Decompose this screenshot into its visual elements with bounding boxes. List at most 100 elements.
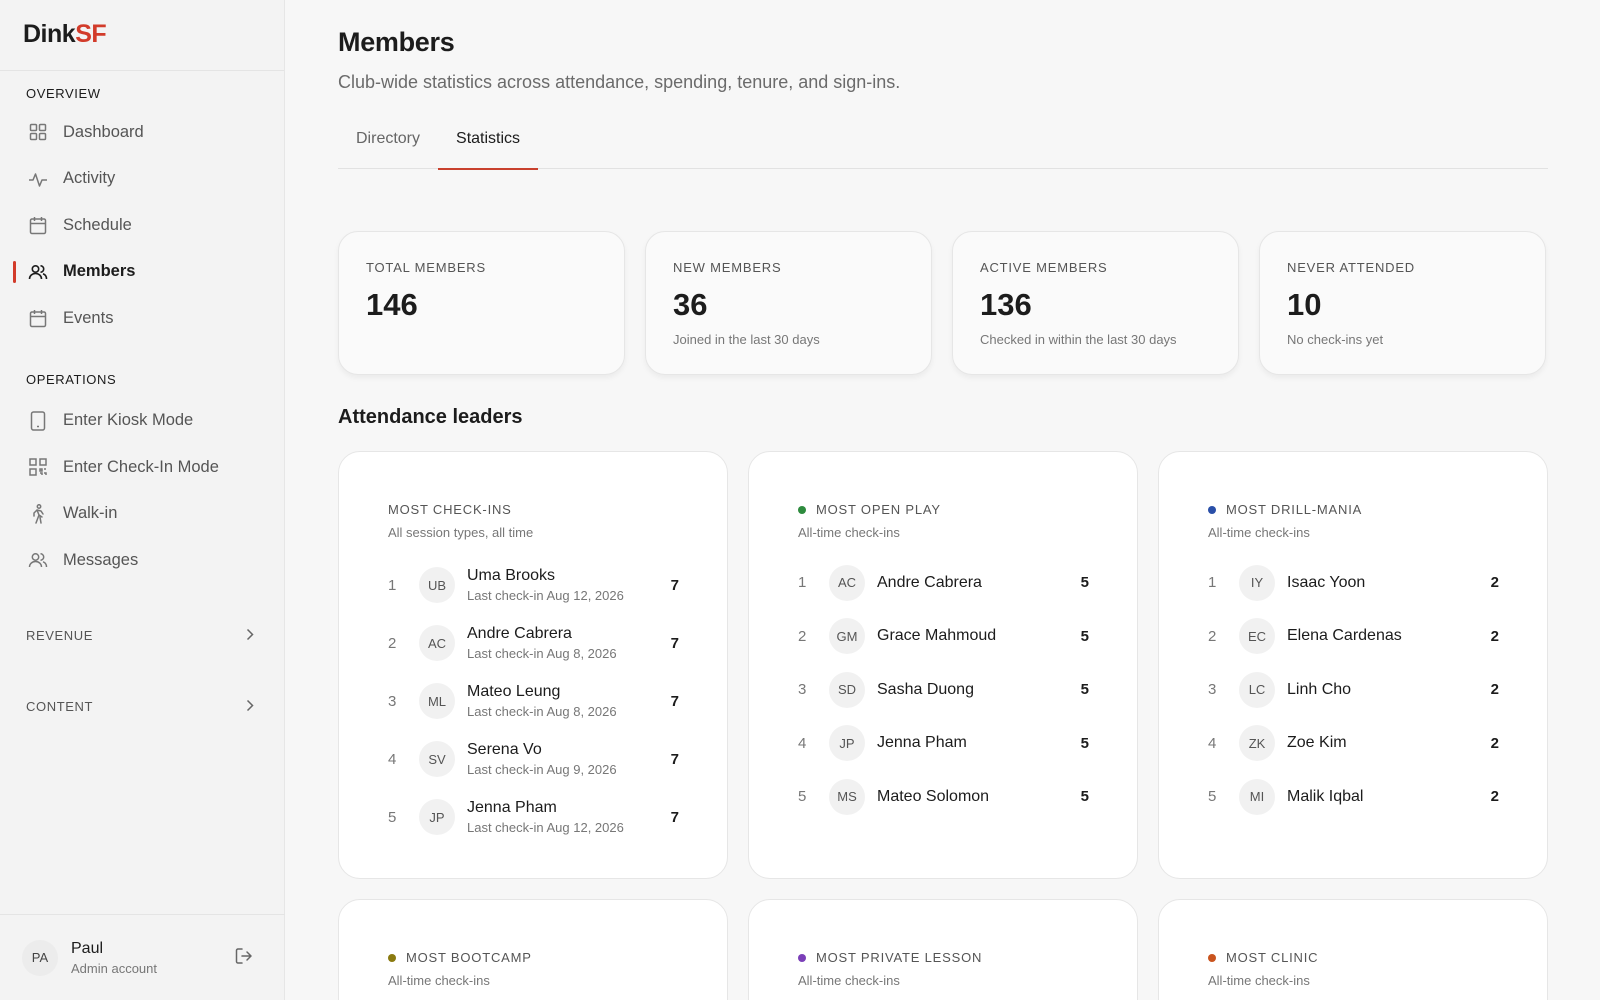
member-name: Andre Cabrera bbox=[467, 625, 572, 642]
tab-statistics[interactable]: Statistics bbox=[438, 116, 539, 170]
stat-description: Checked in within the last 30 days bbox=[980, 332, 1177, 347]
last-check-in: Last check-in Aug 12, 2026 bbox=[467, 588, 624, 603]
stat-label: NEVER ATTENDED bbox=[1287, 260, 1415, 275]
list-item[interactable]: 3 SD Sasha Duong 5 bbox=[798, 663, 1089, 717]
stat-description: No check-ins yet bbox=[1287, 332, 1384, 347]
rank-number: 5 bbox=[1208, 788, 1217, 806]
sidebar-item-events[interactable]: Events bbox=[0, 295, 284, 342]
leaderboard-card: MOST CHECK-INS All session types, all tim… bbox=[338, 451, 728, 879]
list-item[interactable]: 5 MS Mateo Solomon 5 bbox=[798, 770, 1089, 824]
last-check-in: Last check-in Aug 9, 2026 bbox=[467, 762, 617, 777]
list-item[interactable]: 2 AC Andre Cabrera Last check-in Aug 8, 202… bbox=[388, 614, 679, 672]
stat-label: TOTAL MEMBERS bbox=[366, 260, 486, 275]
sidebar-item-check-in-mode[interactable]: Enter Check-In Mode bbox=[0, 444, 284, 491]
list-item[interactable]: 4 ZK Zoe Kim 2 bbox=[1208, 717, 1499, 771]
member-name: Uma Brooks bbox=[467, 567, 556, 584]
sidebar: DinkSF OVERVIEW Dashboard Activity Sched… bbox=[0, 0, 285, 1000]
list-item[interactable]: 3 LC Linh Cho 2 bbox=[1208, 663, 1499, 717]
walking-icon bbox=[28, 503, 48, 524]
sidebar-item-activity[interactable]: Activity bbox=[0, 156, 284, 203]
sidebar-item-dashboard[interactable]: Dashboard bbox=[0, 109, 284, 156]
sidebar-item-messages[interactable]: Messages bbox=[0, 537, 284, 584]
member-info: Mateo Leung Last check-in Aug 8, 2026 bbox=[467, 683, 659, 719]
leaderboard-card: MOST OPEN PLAY All-time check-ins 1 AC Andre… bbox=[748, 451, 1138, 879]
rank-number: 3 bbox=[388, 692, 397, 710]
tab-directory[interactable]: Directory bbox=[356, 130, 421, 147]
avatar[interactable]: PA bbox=[22, 939, 58, 976]
calendar-icon bbox=[28, 308, 48, 328]
avatar: LC bbox=[1239, 671, 1275, 708]
avatar: GM bbox=[829, 618, 865, 655]
list-item[interactable]: 3 ML Mateo Leung Last check-in Aug 8, 2026 7 bbox=[388, 672, 679, 730]
member-name: Malik Iqbal bbox=[1287, 787, 1364, 805]
rank-number: 2 bbox=[1208, 627, 1217, 645]
tablet-icon bbox=[28, 411, 48, 431]
member-name: Mateo Leung bbox=[467, 683, 561, 700]
operations-section-label: OPERATIONS bbox=[26, 371, 117, 387]
tab-bar: Directory Statistics bbox=[338, 116, 1548, 170]
category-dot-icon bbox=[1208, 953, 1216, 962]
avatar: UB bbox=[419, 567, 455, 603]
list-item[interactable]: 2 GM Grace Mahmoud 5 bbox=[798, 610, 1089, 664]
leaderboard-card: MOST PRIVATE LESSON All-time check-ins bbox=[748, 899, 1138, 1000]
list-item[interactable]: 4 JP Jenna Pham 5 bbox=[798, 717, 1089, 771]
list-item[interactable]: 1 UB Uma Brooks Last check-in Aug 12, 2026 7 bbox=[388, 556, 679, 614]
calendar-icon bbox=[28, 215, 48, 235]
sidebar-item-schedule[interactable]: Schedule bbox=[0, 202, 284, 249]
sidebar-item-label: Enter Check-In Mode bbox=[63, 457, 219, 476]
sidebar-item-label: Members bbox=[63, 262, 136, 281]
avatar: MS bbox=[829, 778, 865, 815]
avatar: ZK bbox=[1239, 725, 1275, 762]
user-role: Admin account bbox=[71, 960, 157, 976]
leaderboard-card-subtitle: All-time check-ins bbox=[1208, 525, 1310, 540]
stat-value: 36 bbox=[673, 287, 708, 322]
avatar: AC bbox=[829, 564, 865, 601]
avatar: AC bbox=[419, 625, 455, 661]
sidebar-item-walk-in[interactable]: Walk-in bbox=[0, 491, 284, 538]
rank-number: 1 bbox=[1208, 574, 1217, 592]
check-in-count: 7 bbox=[670, 750, 679, 768]
member-info: Andre Cabrera Last check-in Aug 8, 2026 bbox=[467, 625, 659, 661]
logout-icon[interactable] bbox=[235, 947, 253, 970]
rank-number: 3 bbox=[798, 681, 807, 699]
leaderboard-card-title: MOST BOOTCAMP bbox=[406, 950, 532, 965]
category-dot-icon bbox=[798, 505, 806, 514]
member-info: Grace Mahmoud bbox=[877, 627, 1069, 645]
sidebar-item-label: Dashboard bbox=[63, 122, 144, 141]
member-info: Malik Iqbal bbox=[1287, 788, 1479, 806]
category-dot-icon bbox=[798, 953, 806, 962]
member-info: Jenna Pham bbox=[877, 734, 1069, 752]
rank-number: 4 bbox=[388, 750, 397, 768]
member-info: Serena Vo Last check-in Aug 9, 2026 bbox=[467, 741, 659, 777]
rank-number: 5 bbox=[798, 788, 807, 806]
member-info: Isaac Yoon bbox=[1287, 574, 1479, 592]
check-in-count: 2 bbox=[1490, 681, 1499, 699]
leaderboard-card-subtitle: All-time check-ins bbox=[1208, 973, 1310, 988]
page-title: Members bbox=[338, 27, 455, 57]
stat-value: 136 bbox=[980, 287, 1032, 322]
sidebar-section-content[interactable]: CONTENT bbox=[0, 697, 284, 717]
list-item[interactable]: 5 MI Malik Iqbal 2 bbox=[1208, 770, 1499, 824]
check-in-count: 2 bbox=[1490, 574, 1499, 592]
list-item[interactable]: 5 JP Jenna Pham Last check-in Aug 12, 2026 7 bbox=[388, 788, 679, 846]
sidebar-item-members[interactable]: Members bbox=[0, 249, 284, 296]
users-icon bbox=[28, 550, 48, 570]
list-item[interactable]: 4 SV Serena Vo Last check-in Aug 9, 2026 7 bbox=[388, 730, 679, 788]
sidebar-section-revenue[interactable]: REVENUE bbox=[0, 626, 284, 646]
content-section-label: CONTENT bbox=[26, 699, 94, 714]
check-in-count: 5 bbox=[1080, 574, 1089, 592]
list-item[interactable]: 1 IY Isaac Yoon 2 bbox=[1208, 556, 1499, 610]
leaderboard-card-header: MOST DRILL-MANIA bbox=[1208, 502, 1499, 517]
last-check-in: Last check-in Aug 12, 2026 bbox=[467, 820, 624, 835]
avatar: EC bbox=[1239, 618, 1275, 655]
member-name: Linh Cho bbox=[1287, 680, 1352, 698]
sidebar-item-label: Schedule bbox=[63, 215, 132, 234]
member-name: Grace Mahmoud bbox=[877, 627, 997, 645]
list-item[interactable]: 1 AC Andre Cabrera 5 bbox=[798, 556, 1089, 610]
sidebar-item-kiosk-mode[interactable]: Enter Kiosk Mode bbox=[0, 398, 284, 445]
leaderboard-card-subtitle: All-time check-ins bbox=[798, 525, 900, 540]
brand-logo[interactable]: DinkSF bbox=[0, 0, 284, 71]
category-dot-icon bbox=[1208, 505, 1216, 514]
leaderboard-card-subtitle: All-time check-ins bbox=[388, 973, 490, 988]
list-item[interactable]: 2 EC Elena Cardenas 2 bbox=[1208, 610, 1499, 664]
